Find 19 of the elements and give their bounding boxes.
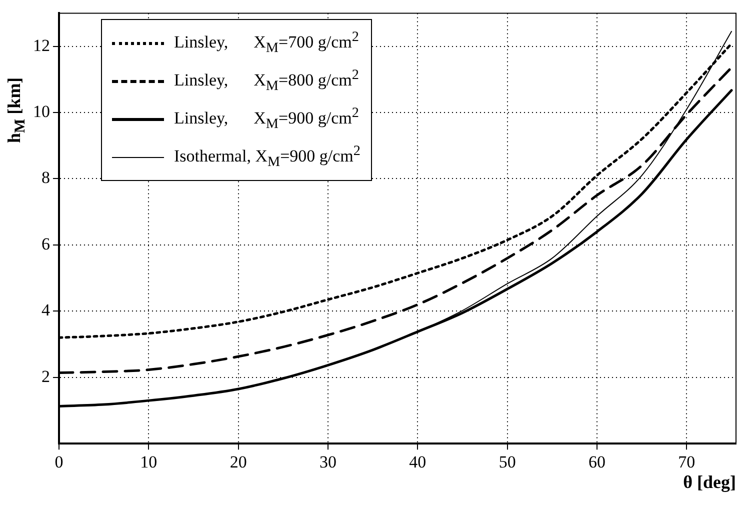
x-tick-label: 40 [409,452,426,472]
x-tick-label: 70 [678,452,696,472]
y-tick-label: 6 [42,234,50,254]
x-tick-label: 20 [230,452,247,472]
y-tick-label: 4 [42,300,50,320]
y-tick-label: 10 [33,102,50,121]
x-tick-label: 10 [140,452,158,472]
legend-label: Linsley, X$_{M}$=700 g/cm$^{2}$ [174,28,359,58]
x-tick-label: 30 [320,452,337,472]
x-tick-label: 0 [54,452,64,472]
y-tick-label: 12 [33,36,50,55]
legend-label: Isothermal, X$_{M}$=900 g/cm$^{2}$ [174,142,360,172]
legend-label: Linsley, X$_{M}$=900 g/cm$^{2}$ [174,104,359,134]
x-axis-title: θ [deg] [683,472,736,493]
y-tick-label: 8 [42,168,50,188]
x-tick-label: 50 [498,452,516,472]
legend-label: Linsley, X$_{M}$=800 g/cm$^{2}$ [174,66,359,96]
y-tick-label: 2 [42,366,50,386]
x-tick-label: 60 [588,452,606,472]
